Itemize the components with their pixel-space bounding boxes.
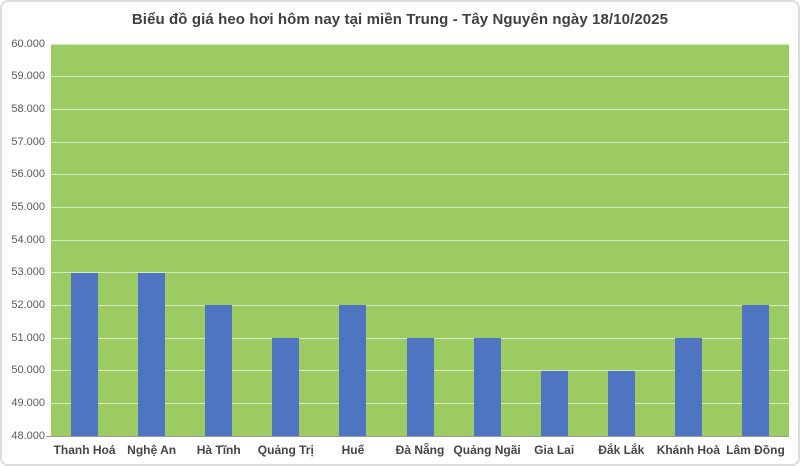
y-tick-label: 50.000 (11, 364, 45, 377)
y-tick-label: 53.000 (11, 266, 45, 279)
gridline (51, 174, 789, 176)
bar (540, 370, 568, 436)
bar (674, 338, 702, 436)
x-tick-label: Quảng Ngãi (453, 443, 521, 457)
x-tick-label: Quảng Trị (257, 443, 314, 457)
bar (406, 338, 434, 436)
y-tick-label: 52.000 (11, 298, 45, 311)
bar (272, 338, 300, 436)
gridline (51, 76, 789, 78)
plot-area (51, 43, 789, 436)
bar (205, 305, 233, 436)
chart-title: Biểu đồ giá heo hơi hôm nay tại miền Tru… (131, 11, 669, 28)
x-tick-label: Khánh Hoà (656, 443, 721, 457)
gridline (51, 108, 789, 110)
bar (71, 272, 99, 436)
bar (607, 370, 635, 436)
y-tick-label: 56.000 (11, 168, 45, 181)
y-tick-label: 48.000 (11, 429, 45, 442)
y-tick-label: 58.000 (11, 102, 45, 115)
gridline (51, 304, 789, 306)
y-tick-label: 51.000 (11, 331, 45, 344)
x-tick-label: Đà Nẵng (395, 443, 445, 457)
gridline (51, 141, 789, 143)
x-tick-label: Huế (341, 443, 365, 457)
y-tick-label: 57.000 (11, 135, 45, 148)
y-tick-label: 54.000 (11, 233, 45, 246)
bar (473, 338, 501, 436)
x-axis-line (46, 436, 789, 437)
y-tick-label: 59.000 (11, 70, 45, 83)
gridline (51, 239, 789, 241)
bar (741, 305, 769, 436)
x-tick-label: Đắk Lắk (598, 443, 645, 457)
y-tick-label: 60.000 (11, 37, 45, 50)
y-tick-label: 55.000 (11, 200, 45, 213)
gridline (51, 43, 789, 45)
x-tick-label: Lâm Đồng (726, 443, 785, 457)
x-tick-label: Gia Lai (534, 443, 575, 457)
x-tick-label: Thanh Hoá (53, 443, 116, 457)
x-tick-label: Hà Tĩnh (196, 443, 241, 457)
bar (339, 305, 367, 436)
y-tick-label: 49.000 (11, 396, 45, 409)
gridline (51, 272, 789, 274)
bar (138, 272, 166, 436)
x-tick-label: Nghệ An (127, 443, 177, 457)
gridline (51, 206, 789, 208)
